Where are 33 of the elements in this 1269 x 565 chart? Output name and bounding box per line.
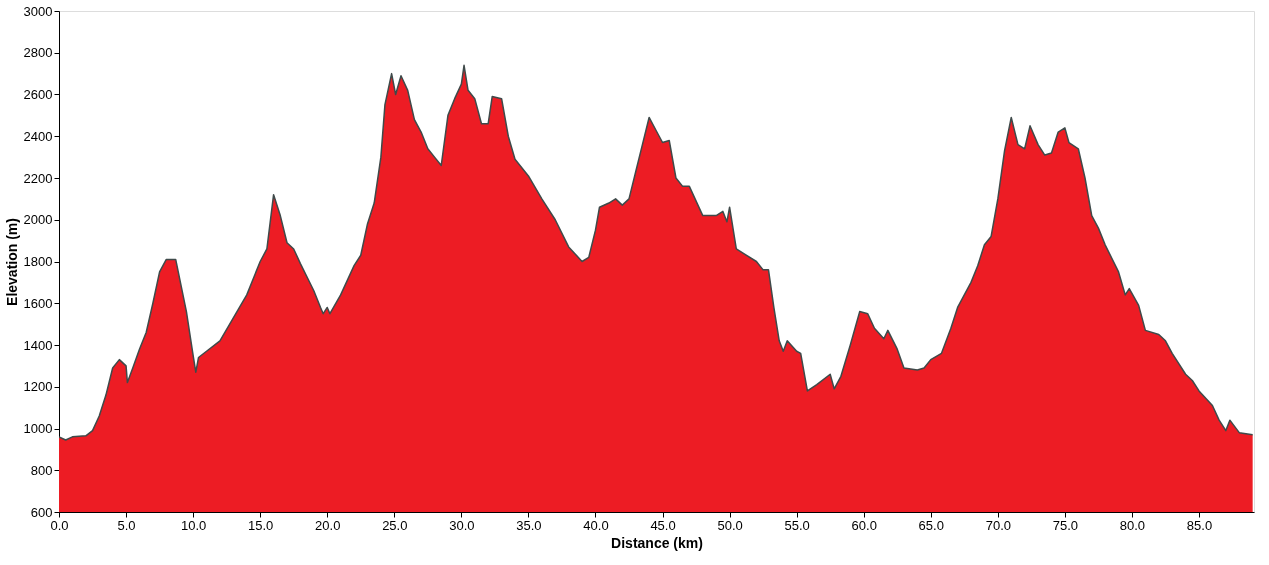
x-tick-label: 40.0 xyxy=(583,517,609,533)
y-tick-label: 600 xyxy=(30,504,53,520)
y-tick-label: 3000 xyxy=(23,3,53,19)
y-tick-label: 1800 xyxy=(23,254,53,269)
y-tick-label: 2200 xyxy=(23,170,53,186)
x-tick-label: 75.0 xyxy=(1052,517,1079,533)
x-tick-label: 30.0 xyxy=(449,517,475,533)
y-tick-label: 2600 xyxy=(23,87,53,102)
y-tick-label: 800 xyxy=(30,462,53,478)
y-tick-label: 2000 xyxy=(23,212,53,228)
x-tick-label: 10.0 xyxy=(180,517,207,533)
x-tick-label: 25.0 xyxy=(382,517,408,533)
x-tick-label: 15.0 xyxy=(248,517,274,533)
x-tick-label: 5.0 xyxy=(117,517,136,533)
y-tick-label: 1000 xyxy=(23,421,53,436)
y-tick-label: 2400 xyxy=(23,128,53,144)
x-tick-label: 55.0 xyxy=(784,517,810,533)
x-tick-label: 70.0 xyxy=(985,517,1011,533)
x-tick-label: 0.0 xyxy=(50,517,69,533)
x-tick-label: 20.0 xyxy=(315,517,341,533)
y-axis-title: Elevation (m) xyxy=(3,218,20,306)
x-tick-label: 35.0 xyxy=(516,517,542,533)
x-tick-label: 65.0 xyxy=(918,517,944,533)
y-tick-label: 2800 xyxy=(23,45,53,61)
y-tick-label: 1400 xyxy=(23,337,53,353)
x-tick-label: 45.0 xyxy=(650,517,676,533)
y-tick-label: 1600 xyxy=(23,295,53,311)
y-tick-label: 1200 xyxy=(23,379,53,395)
x-tick-label: 60.0 xyxy=(851,517,877,533)
x-tick-label: 85.0 xyxy=(1186,517,1213,533)
x-axis-title: Distance (km) xyxy=(611,534,703,551)
x-tick-label: 80.0 xyxy=(1119,517,1146,533)
x-tick-label: 50.0 xyxy=(717,517,743,533)
